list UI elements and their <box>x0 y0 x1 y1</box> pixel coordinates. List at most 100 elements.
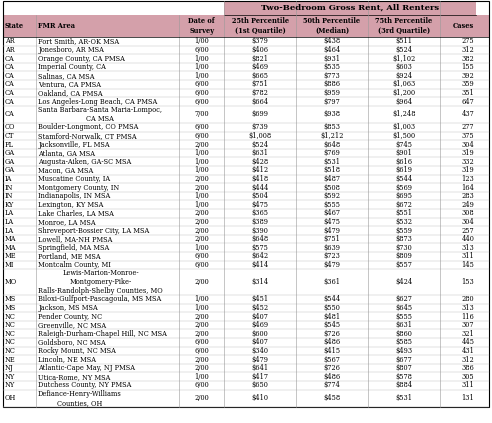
Text: Pender County, NC: Pender County, NC <box>38 313 102 321</box>
Text: 131: 131 <box>461 394 474 402</box>
Text: State: State <box>5 22 24 30</box>
Bar <box>3 106 489 123</box>
Text: 647: 647 <box>461 97 474 105</box>
Text: 1/00: 1/00 <box>194 295 209 303</box>
Text: 311: 311 <box>461 381 474 389</box>
Text: $414: $414 <box>251 261 269 269</box>
Text: $603: $603 <box>396 63 412 71</box>
Text: Oakland, CA PMSA: Oakland, CA PMSA <box>38 89 103 97</box>
Text: 257: 257 <box>461 226 474 234</box>
Bar <box>3 54 489 63</box>
Text: $723: $723 <box>324 252 340 260</box>
Text: 321: 321 <box>461 330 474 338</box>
Text: 312: 312 <box>461 355 474 363</box>
Text: $695: $695 <box>396 192 412 200</box>
Text: $314: $314 <box>251 278 269 286</box>
Text: $444: $444 <box>251 184 269 192</box>
Text: $469: $469 <box>251 321 269 329</box>
Text: 1/00: 1/00 <box>194 192 209 200</box>
Text: $821: $821 <box>251 55 269 63</box>
Text: $452: $452 <box>251 304 269 312</box>
Text: 1/00: 1/00 <box>194 72 209 80</box>
Text: 6/00: 6/00 <box>194 261 209 269</box>
Text: $774: $774 <box>324 381 340 389</box>
Text: $415: $415 <box>323 347 340 355</box>
Text: 6/00: 6/00 <box>194 381 209 389</box>
Text: $639: $639 <box>324 244 340 252</box>
Text: 153: 153 <box>461 278 474 286</box>
Text: Imperial County, CA: Imperial County, CA <box>38 63 106 71</box>
Text: $873: $873 <box>396 235 412 243</box>
Text: 2/00: 2/00 <box>194 355 209 363</box>
Text: $417: $417 <box>251 373 269 381</box>
Bar <box>3 381 489 390</box>
Text: $931: $931 <box>324 55 340 63</box>
Bar <box>3 63 489 71</box>
Bar <box>3 235 489 243</box>
Text: Macon, GA MSA: Macon, GA MSA <box>38 166 93 174</box>
Text: IN: IN <box>5 192 13 200</box>
Text: $544: $544 <box>323 295 340 303</box>
Text: AR: AR <box>5 37 15 45</box>
Text: Portland, ME MSA: Portland, ME MSA <box>38 252 101 260</box>
Text: $545: $545 <box>323 321 340 329</box>
Text: $645: $645 <box>396 304 412 312</box>
Text: $469: $469 <box>251 63 269 71</box>
Text: $739: $739 <box>251 123 269 131</box>
Text: AR: AR <box>5 46 15 54</box>
Bar <box>3 15 489 37</box>
Text: CO: CO <box>5 123 16 131</box>
Text: $592: $592 <box>324 192 340 200</box>
Bar <box>3 243 489 252</box>
Text: 2/00: 2/00 <box>194 313 209 321</box>
Bar <box>3 140 489 149</box>
Text: $544: $544 <box>396 175 413 183</box>
Text: Utica-Rome, NY MSA: Utica-Rome, NY MSA <box>38 373 110 381</box>
Text: 25th Percentile
(1st Quartile): 25th Percentile (1st Quartile) <box>232 17 289 35</box>
Bar <box>3 372 489 381</box>
Text: $406: $406 <box>251 46 269 54</box>
Text: Fort Smith, AR-OK MSA: Fort Smith, AR-OK MSA <box>38 37 119 45</box>
Text: $555: $555 <box>324 201 340 209</box>
Text: 6/00: 6/00 <box>194 132 209 140</box>
Bar <box>3 1 224 15</box>
Text: 155: 155 <box>461 63 474 71</box>
Text: 359: 359 <box>461 80 474 88</box>
Text: $672: $672 <box>396 201 412 209</box>
Bar <box>3 364 489 372</box>
Text: Springfield, MA MSA: Springfield, MA MSA <box>38 244 109 252</box>
Text: MO: MO <box>5 278 17 286</box>
Text: $467: $467 <box>324 209 340 217</box>
Text: Santa Barbara-Santa Maria-Lompoc,
CA MSA: Santa Barbara-Santa Maria-Lompoc, CA MSA <box>38 106 162 123</box>
Text: 2/00: 2/00 <box>194 278 209 286</box>
Text: Jacksonville, FL MSA: Jacksonville, FL MSA <box>38 140 110 148</box>
Bar <box>3 355 489 364</box>
Text: 304: 304 <box>461 218 474 226</box>
Text: Jackson, MS MSA: Jackson, MS MSA <box>38 304 98 312</box>
Text: Raleigh-Durham-Chapel Hill, NC MSA: Raleigh-Durham-Chapel Hill, NC MSA <box>38 330 167 338</box>
Text: $730: $730 <box>396 244 412 252</box>
Text: Ventura, CA PMSA: Ventura, CA PMSA <box>38 80 101 88</box>
Bar <box>3 192 489 201</box>
Text: Atlantic-Cape May, NJ PMSA: Atlantic-Cape May, NJ PMSA <box>38 364 135 372</box>
Text: 2/00: 2/00 <box>194 218 209 226</box>
Text: Defiance-Henry-Williams
Counties, OH: Defiance-Henry-Williams Counties, OH <box>38 390 122 407</box>
Text: $901: $901 <box>396 149 412 157</box>
Text: Cases: Cases <box>453 22 474 30</box>
Text: IA: IA <box>5 175 12 183</box>
Text: 392: 392 <box>461 72 474 80</box>
Text: MA: MA <box>5 235 17 243</box>
Text: NC: NC <box>5 313 16 321</box>
Text: 275: 275 <box>461 37 474 45</box>
Text: $600: $600 <box>252 330 269 338</box>
Text: $745: $745 <box>396 140 412 148</box>
Text: NC: NC <box>5 321 16 329</box>
Text: $650: $650 <box>251 381 269 389</box>
Text: 145: 145 <box>461 261 474 269</box>
Text: 1/00: 1/00 <box>194 149 209 157</box>
Text: CA: CA <box>5 63 15 71</box>
Text: $809: $809 <box>396 252 412 260</box>
Bar <box>3 312 489 321</box>
Text: $418: $418 <box>251 175 269 183</box>
Text: Los Angeles-Long Beach, CA PMSA: Los Angeles-Long Beach, CA PMSA <box>38 97 157 105</box>
